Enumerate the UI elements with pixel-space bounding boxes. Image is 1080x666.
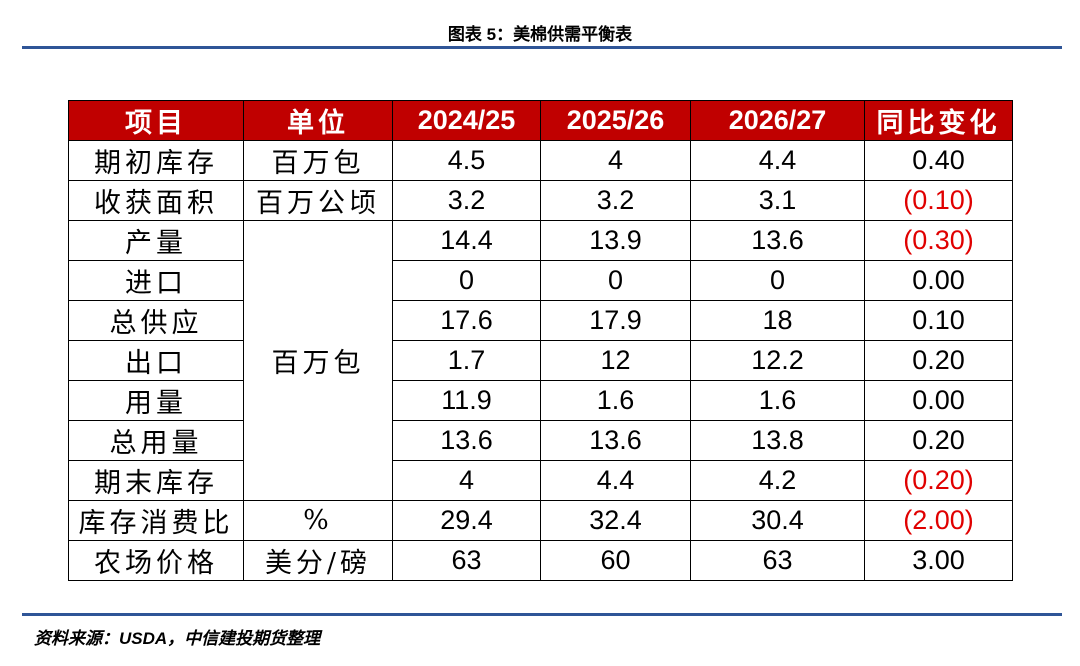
value-cell: 12.2 [690, 340, 865, 381]
unit-cell: 美分/磅 [243, 540, 393, 581]
table-row: 期末库存 4 4.4 4.2 (0.20) [68, 460, 1013, 501]
value-cell: (0.30) [864, 220, 1013, 261]
value-cell: 4.5 [392, 140, 541, 181]
value-cell: 3.2 [392, 180, 541, 221]
column-header: 项目 [68, 100, 244, 141]
value-cell: 0.20 [864, 420, 1013, 461]
value-cell: 0.10 [864, 300, 1013, 341]
value-cell: 4.4 [690, 140, 865, 181]
value-cell: 0 [540, 260, 691, 301]
value-cell: 1.6 [690, 380, 865, 421]
value-cell: 13.6 [392, 420, 541, 461]
value-cell: 17.6 [392, 300, 541, 341]
value-cell: 4 [540, 140, 691, 181]
divider [22, 46, 1062, 49]
value-cell: 0.20 [864, 340, 1013, 381]
table-row: 总供应 17.6 17.9 18 0.10 [68, 300, 1013, 341]
value-cell: 4 [392, 460, 541, 501]
value-cell: 63 [392, 540, 541, 581]
value-cell: 4.4 [540, 460, 691, 501]
value-cell: 13.6 [690, 220, 865, 261]
row-label: 期末库存 [68, 460, 244, 501]
row-label: 期初库存 [68, 140, 244, 181]
row-label: 进口 [68, 260, 244, 301]
value-cell: (2.00) [864, 500, 1013, 541]
unit-cell: % [243, 500, 393, 541]
value-cell: 30.4 [690, 500, 865, 541]
table-row: 期初库存 百万包 4.5 4 4.4 0.40 [68, 140, 1013, 181]
value-cell: 4.2 [690, 460, 865, 501]
value-cell: 0 [392, 260, 541, 301]
row-label: 总用量 [68, 420, 244, 461]
column-header: 单位 [243, 100, 393, 141]
column-header: 同比变化 [864, 100, 1013, 141]
value-cell: 11.9 [392, 380, 541, 421]
table-row: 用量 11.9 1.6 1.6 0.00 [68, 380, 1013, 421]
divider [22, 613, 1062, 616]
value-cell: 13.8 [690, 420, 865, 461]
value-cell: 1.6 [540, 380, 691, 421]
title: 图表 5：美棉供需平衡表 [447, 25, 633, 44]
table-row: 产量 百万包 14.4 13.9 13.6 (0.30) [68, 220, 1013, 501]
value-cell: 13.9 [540, 220, 691, 261]
value-cell: 0.00 [864, 260, 1013, 301]
table-row: 农场价格 美分/磅 63 60 63 3.00 [68, 540, 1013, 581]
value-cell: 3.00 [864, 540, 1013, 581]
table-row: 进口 0 0 0 0.00 [68, 260, 1013, 301]
value-cell: 0.40 [864, 140, 1013, 181]
header-row: 项目 单位 2024/25 2025/26 2026/27 同比变化 [68, 100, 1013, 141]
value-cell: 0 [690, 260, 865, 301]
row-label: 产量 [68, 220, 244, 261]
row-label: 收获面积 [68, 180, 244, 221]
value-cell: 12 [540, 340, 691, 381]
value-cell: 32.4 [540, 500, 691, 541]
value-cell: (0.10) [864, 180, 1013, 221]
table-row: 收获面积 百万公顷 3.2 3.2 3.1 (0.10) [68, 180, 1013, 221]
source-note: 资料来源：USDA，中信建投期货整理 [34, 629, 321, 648]
value-cell: 1.7 [392, 340, 541, 381]
column-header: 2024/25 [392, 100, 541, 141]
row-label: 出口 [68, 340, 244, 381]
row-label: 农场价格 [68, 540, 244, 581]
table-row: 出口 1.7 12 12.2 0.20 [68, 340, 1013, 381]
table-row: 总用量 13.6 13.6 13.8 0.20 [68, 420, 1013, 461]
row-label: 库存消费比 [68, 500, 244, 541]
value-cell: 18 [690, 300, 865, 341]
unit-cell: 百万包 [243, 140, 393, 181]
value-cell: 63 [690, 540, 865, 581]
value-cell: 17.9 [540, 300, 691, 341]
value-cell: 60 [540, 540, 691, 581]
row-label: 总供应 [68, 300, 244, 341]
value-cell: 13.6 [540, 420, 691, 461]
table-row: 库存消费比% 29.4 32.4 30.4 (2.00) [68, 500, 1013, 541]
column-header: 2026/27 [690, 100, 865, 141]
column-header: 2025/26 [540, 100, 691, 141]
row-label: 用量 [68, 380, 244, 421]
balance-table: 项目 单位 2024/25 2025/26 2026/27 同比变化 期初库存 百万包 4.5… [68, 100, 1013, 581]
value-cell: 0.00 [864, 380, 1013, 421]
unit-cell: 百万包 [243, 220, 393, 501]
value-cell: (0.20) [864, 460, 1013, 501]
value-cell: 29.4 [392, 500, 541, 541]
value-cell: 14.4 [392, 220, 541, 261]
value-cell: 3.1 [690, 180, 865, 221]
value-cell: 3.2 [540, 180, 691, 221]
unit-cell: 百万公顷 [243, 180, 393, 221]
